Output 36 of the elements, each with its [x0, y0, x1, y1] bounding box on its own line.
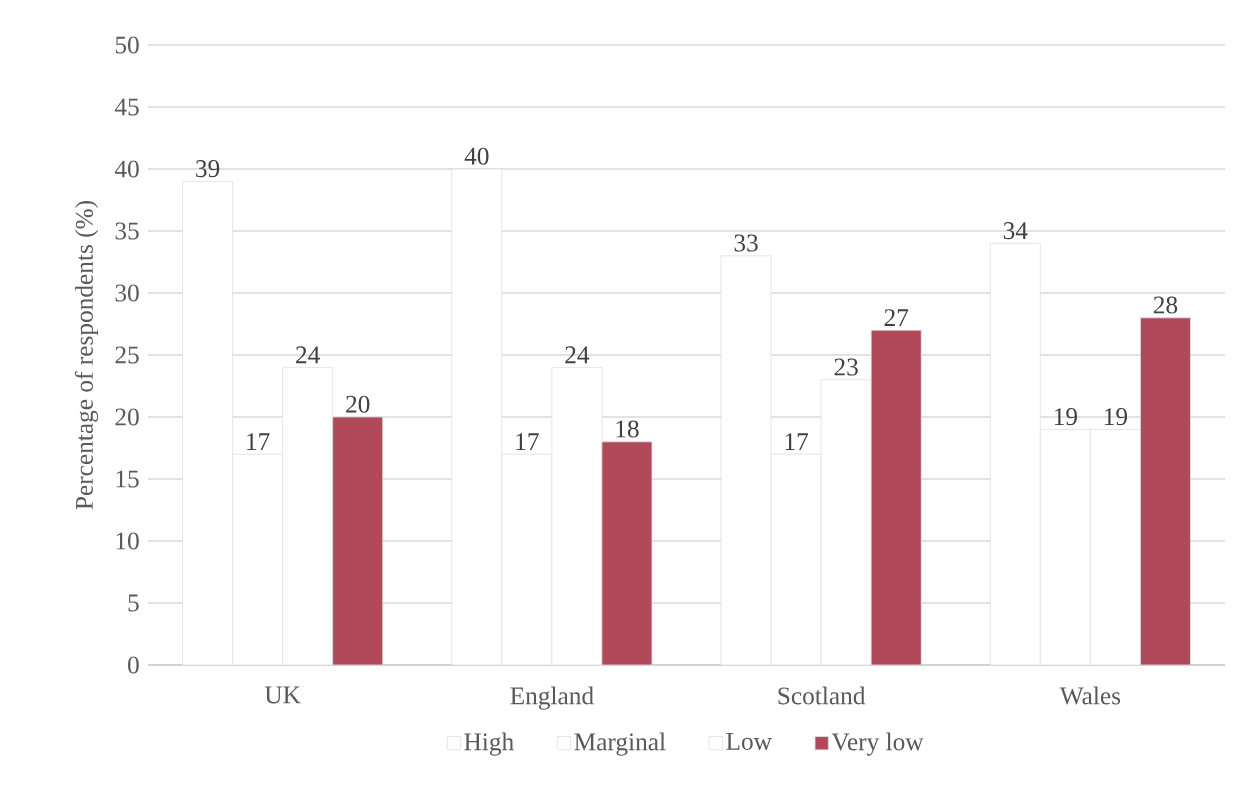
- data-label: 18: [616, 420, 639, 438]
- x-tick-label: Wales: [1059, 686, 1121, 705]
- y-tick-label: 10: [116, 532, 139, 550]
- data-label: 24: [296, 346, 320, 364]
- data-label: 17: [247, 433, 270, 450]
- y-tick-label: 20: [115, 408, 139, 426]
- y-tick-label: 40: [114, 160, 139, 178]
- data-label: 17: [516, 433, 539, 450]
- data-label: 24: [565, 346, 590, 364]
- y-tick-label: 0: [128, 656, 139, 674]
- data-label: 17: [785, 433, 809, 450]
- data-label: 39: [196, 160, 220, 178]
- y-tick-label: 25: [115, 346, 139, 364]
- x-tick-label: England: [510, 686, 594, 710]
- data-label: 40: [464, 147, 489, 165]
- data-label: 19: [1104, 408, 1128, 426]
- x-tick-label: UK: [264, 686, 301, 704]
- data-label: 33: [734, 234, 758, 252]
- data-label: 19: [1054, 408, 1077, 426]
- data-label: 28: [1153, 296, 1178, 314]
- y-tick-label: 30: [115, 284, 139, 302]
- data-label: 34: [1003, 222, 1028, 240]
- legend-label: Very low: [831, 732, 924, 756]
- data-label: 20: [346, 395, 370, 413]
- y-tick-label: 15: [116, 470, 139, 488]
- legend-label: High: [464, 732, 514, 756]
- legend-label: Marginal: [574, 732, 666, 756]
- y-tick-label: 50: [115, 36, 139, 54]
- y-tick-label: 45: [114, 98, 139, 116]
- y-axis-title: Percentage of respondents (%): [74, 201, 99, 510]
- data-label: 23: [834, 358, 858, 376]
- legend-label: Low: [726, 733, 772, 750]
- y-tick-label: 35: [115, 222, 139, 240]
- y-tick-label: 5: [128, 594, 139, 612]
- x-tick-label: Scotland: [778, 686, 866, 705]
- data-label: 27: [884, 309, 909, 326]
